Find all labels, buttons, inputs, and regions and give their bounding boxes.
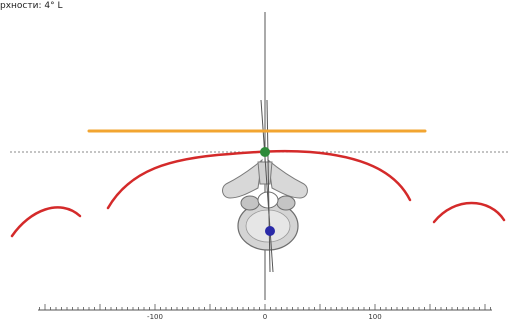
left-contour-curve[interactable] xyxy=(10,206,82,238)
centroid-marker[interactable] xyxy=(265,226,275,236)
right-contour-curve[interactable] xyxy=(432,201,506,224)
ruler-tick-label: -100 xyxy=(147,313,163,321)
ruler-tick-label: 100 xyxy=(368,313,381,321)
vertebra-axis-line-a xyxy=(260,99,274,273)
vertebra-axis-line-b xyxy=(266,99,271,273)
midpoint-marker[interactable] xyxy=(260,147,270,157)
vertebra-image xyxy=(222,158,308,251)
tilt-readout: рхности: 4° L xyxy=(0,1,63,11)
horizontal-ruler: -100 0 100 xyxy=(38,304,492,321)
ruler-tick-label: 0 xyxy=(263,313,267,321)
